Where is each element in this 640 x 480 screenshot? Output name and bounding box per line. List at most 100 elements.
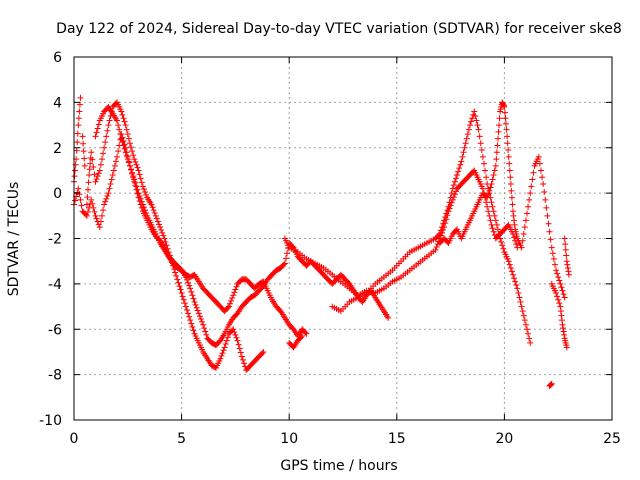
data-point-plus <box>530 169 537 176</box>
data-point-plus <box>131 178 138 185</box>
data-point-plus <box>191 299 198 306</box>
data-point-plus <box>182 274 189 281</box>
data-point-plus <box>466 122 473 129</box>
data-point-plus <box>93 215 100 222</box>
data-point-plus <box>550 255 557 262</box>
data-point-plus <box>78 202 85 209</box>
data-point-plus <box>483 174 490 181</box>
data-point-plus <box>525 330 532 337</box>
data-point-plus <box>236 345 243 352</box>
data-point-plus <box>79 133 86 140</box>
y-axis-label: SDTVAR / TECUs <box>6 182 22 297</box>
data-point-plus <box>523 326 530 333</box>
data-point-plus <box>435 232 442 239</box>
data-point-plus <box>490 228 497 235</box>
data-point-plus <box>442 213 449 220</box>
data-point-plus <box>506 160 513 167</box>
data-point-plus <box>500 245 507 252</box>
data-point-plus <box>107 181 114 188</box>
y-tick-label: 4 <box>53 95 62 111</box>
data-point-plus <box>175 279 182 286</box>
data-point-plus <box>189 292 196 299</box>
data-point-plus <box>549 250 556 257</box>
data-point-plus <box>223 337 230 344</box>
data-point-plus <box>560 291 567 298</box>
data-point-plus <box>118 135 125 142</box>
data-point-plus <box>91 208 98 215</box>
data-point-plus <box>89 156 96 163</box>
data-point-plus <box>513 282 520 289</box>
data-point-plus <box>488 181 495 188</box>
data-point-plus <box>185 279 192 286</box>
data-point-plus <box>137 201 144 208</box>
data-point-plus <box>557 280 564 287</box>
data-point-plus <box>529 176 536 183</box>
data-point-plus <box>219 350 226 357</box>
data-point-plus <box>90 164 97 171</box>
data-point-plus <box>489 176 496 183</box>
data-point-plus <box>539 174 546 181</box>
data-point-plus <box>229 295 236 302</box>
data-point-plus <box>81 162 88 169</box>
data-point-plus <box>112 158 119 165</box>
data-point-plus <box>503 126 510 133</box>
data-point-plus <box>103 195 110 202</box>
data-point-plus <box>513 241 520 248</box>
data-point-plus <box>140 186 147 193</box>
data-point-plus <box>496 230 503 237</box>
data-point-plus <box>562 241 569 248</box>
data-point-plus <box>103 133 110 140</box>
data-point-plus <box>187 317 194 324</box>
data-point-plus <box>452 188 459 195</box>
data-point-plus <box>218 352 225 359</box>
data-point-plus <box>543 204 550 211</box>
data-point-plus <box>187 285 194 292</box>
data-point-plus <box>84 194 91 201</box>
data-point-plus <box>199 318 206 325</box>
data-point-plus <box>115 148 122 155</box>
data-point-plus <box>92 212 99 219</box>
data-point-plus <box>551 261 558 268</box>
data-point-plus <box>499 242 506 249</box>
data-point-plus <box>96 224 103 231</box>
data-point-plus <box>486 187 493 194</box>
y-tick-label: -10 <box>39 413 62 429</box>
data-point-plus <box>176 283 183 290</box>
data-point-plus <box>518 244 525 251</box>
data-point-plus <box>190 295 197 302</box>
data-point-plus <box>558 312 565 319</box>
x-tick-label: 0 <box>70 431 79 447</box>
data-point-plus <box>183 306 190 313</box>
data-point-plus <box>444 207 451 214</box>
data-point-plus <box>232 286 239 293</box>
data-point-plus <box>195 310 202 317</box>
data-point-plus <box>525 203 532 210</box>
data-point-plus <box>492 217 499 224</box>
data-point-plus <box>554 270 561 277</box>
data-point-plus <box>97 161 104 168</box>
data-point-plus <box>101 201 108 208</box>
data-point-plus <box>104 192 111 199</box>
data-point-plus <box>200 321 207 328</box>
x-tick-label: 25 <box>603 431 621 447</box>
data-point-plus <box>203 331 210 338</box>
data-point-plus <box>217 355 224 362</box>
data-point-plus <box>537 167 544 174</box>
data-point-plus <box>190 327 197 334</box>
data-point-plus <box>494 142 501 149</box>
data-point-plus <box>544 212 551 219</box>
data-point-plus <box>136 198 143 205</box>
data-point-plus <box>77 196 84 203</box>
data-point-plus <box>151 209 158 216</box>
data-point-plus <box>110 167 117 174</box>
data-point-plus <box>511 234 518 241</box>
data-point-plus <box>126 162 133 169</box>
data-point-plus <box>114 153 121 160</box>
data-point-plus <box>180 296 187 303</box>
data-point-plus <box>557 308 564 315</box>
x-axis-label: GPS time / hours <box>280 458 397 474</box>
data-point-plus <box>432 246 439 253</box>
data-point-plus <box>474 122 481 129</box>
data-point-plus <box>458 158 465 165</box>
data-point-plus <box>486 212 493 219</box>
